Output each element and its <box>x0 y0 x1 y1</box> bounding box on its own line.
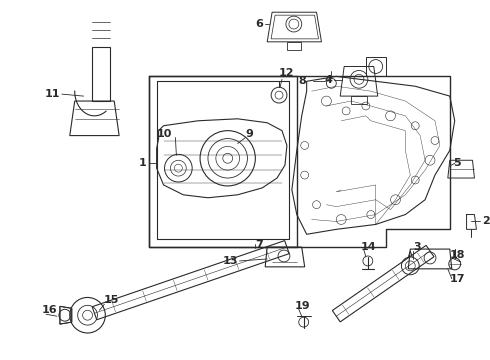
Text: 3: 3 <box>413 242 421 252</box>
Text: 1: 1 <box>139 158 147 168</box>
Text: 14: 14 <box>361 242 377 252</box>
Bar <box>93 47 110 101</box>
Text: 9: 9 <box>245 129 253 139</box>
Text: 15: 15 <box>103 296 119 305</box>
Bar <box>351 96 367 104</box>
Text: 11: 11 <box>45 89 60 99</box>
Text: 2: 2 <box>482 216 490 226</box>
Text: 19: 19 <box>295 301 311 311</box>
Text: 8: 8 <box>299 76 307 86</box>
Text: 6: 6 <box>255 19 263 29</box>
Text: 13: 13 <box>222 256 238 266</box>
Text: 16: 16 <box>42 305 58 315</box>
Bar <box>287 42 301 50</box>
Text: 10: 10 <box>157 129 172 139</box>
Text: 17: 17 <box>450 274 465 284</box>
Text: 7: 7 <box>255 240 263 250</box>
Text: 18: 18 <box>450 250 465 260</box>
Text: 12: 12 <box>279 68 294 78</box>
Text: 4: 4 <box>324 75 332 85</box>
Text: 5: 5 <box>453 158 461 168</box>
